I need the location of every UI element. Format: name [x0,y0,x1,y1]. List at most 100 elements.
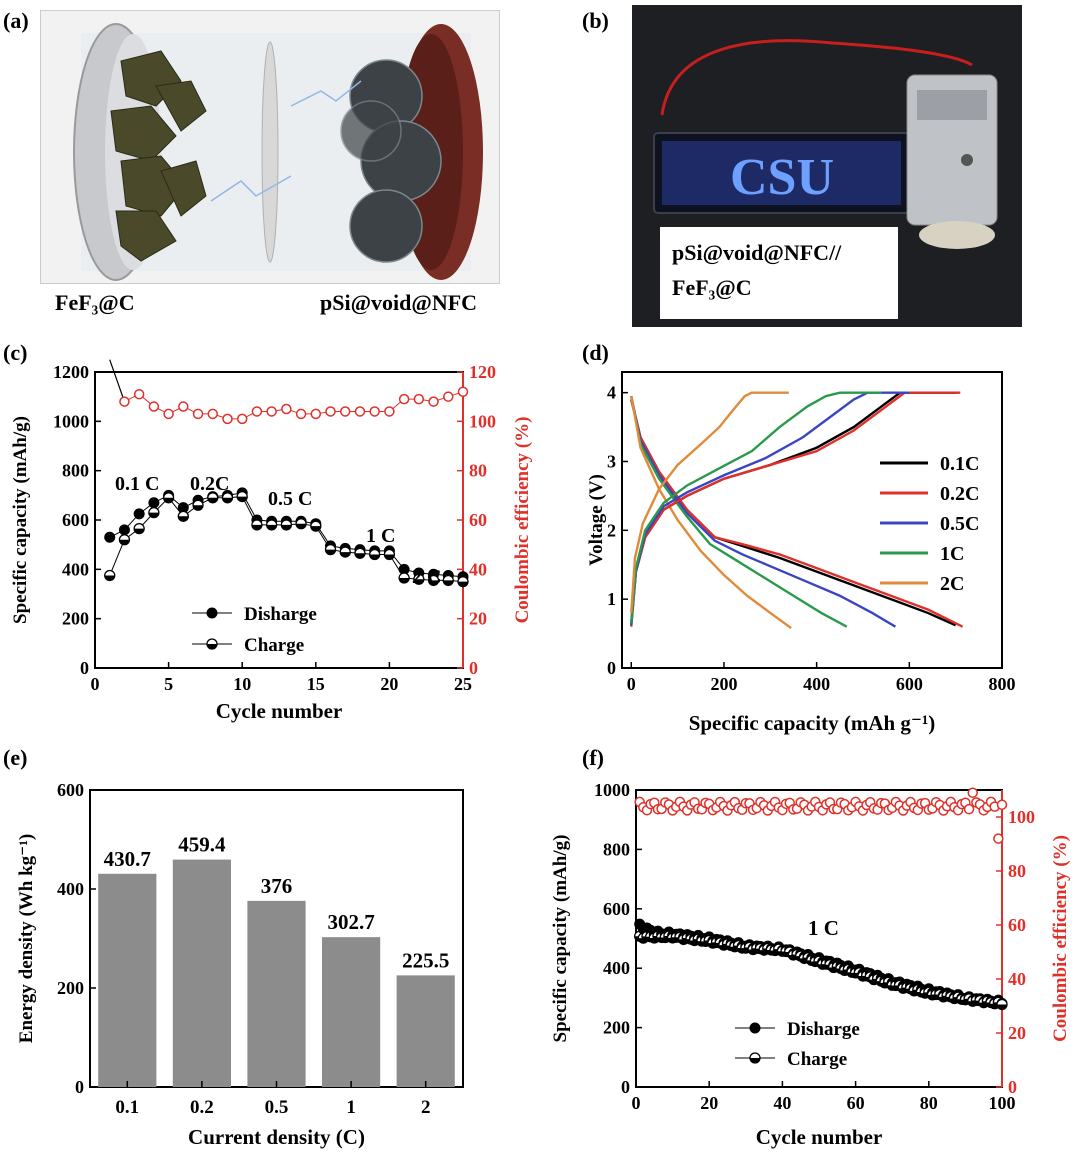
chart-f-charge-point-half [927,994,938,1000]
chart-c-charge-point-half [178,516,189,522]
chart-c-discharge-point [369,545,381,557]
chart-f-y2-ytick-label: 40 [1008,969,1026,989]
chart-f-xtick-label: 100 [989,1093,1016,1113]
chart-f-discharge-point [981,993,993,1005]
chart-d-frame [621,371,1003,669]
chart-f-discharge-point [945,989,957,1001]
chart-c-legend-discharge-marker [206,607,218,619]
chart-f-ytick-label: 800 [603,839,630,859]
chart-f-ce-point [671,801,682,813]
chart-f-ce-point [744,798,755,809]
chart-f-ce-point [641,804,653,816]
chart-f-charge-point-half [967,1001,978,1007]
chart-f-charge-point [736,942,748,954]
chart-c-charge-point [427,574,440,587]
chart-f-charge-point [718,939,730,951]
chart-f-charge-point [747,943,759,956]
chart-e-xtick-label: 0.2 [190,1097,214,1118]
chart-c-xtick-label: 0 [91,674,100,694]
chart-f-charge-point [842,963,854,976]
chart-f-charge-point [985,996,997,1009]
chart-f-discharge-point [743,939,755,951]
chart-e-value-label: 225.5 [402,948,449,972]
chart-f-charge-point [879,977,891,989]
chart-c-charge-point [207,492,219,504]
chart-f-ce-point [901,800,913,811]
chart-f-charge-point-half [704,940,715,946]
chart-f-ce-point [927,803,938,814]
chart-f-charge-point-half [810,961,821,967]
chart-f-discharge-point [667,930,679,942]
chart-f-discharge-point [879,974,891,986]
chart-f-discharge-point [985,995,997,1007]
chart-e-value-label: 376 [261,874,293,898]
chart-f-ce-point [777,804,788,816]
chart-f-ce-point [982,801,993,813]
chart-f-discharge-point [901,978,913,990]
chart-e-xlabel: Current density (C) [188,1125,365,1149]
chart-f-discharge-point [784,944,796,956]
chart-f-charge-point [696,935,708,947]
chart-f-charge-point [637,932,649,944]
chart-f-charge-point-half [817,964,828,970]
chart-f-ce-point [773,802,784,813]
chart-f-discharge-point [648,928,660,940]
chart-c-charge-line [109,496,464,583]
chart-e-value-label: 430.7 [104,847,151,871]
chart-f-charge-point-half [912,989,923,995]
chart-f-charge-point [981,995,994,1007]
chart-f-discharge-point [974,993,986,1005]
chart-f-ce-point [890,796,902,808]
chart-f-charge-point-half [909,990,920,996]
chart-c-ce-point [457,386,469,397]
chart-f-ytick-label: 1000 [594,780,630,800]
chart-d-curve-1C [630,395,848,628]
chart-f-ce-point [799,799,810,811]
chart-f-ce-point [949,801,960,813]
chart-f-discharge-point [722,935,733,947]
chart-c-ce-point [266,406,277,417]
chart-f-discharge-point [875,972,887,984]
chart-f-ce-point [795,797,806,808]
chart-d-legend-text: 0.1C [940,453,979,475]
chart-e-xtick-label: 2 [421,1097,431,1118]
chart-f-discharge-point [751,940,763,952]
chart-f-charge-point-half [905,988,916,994]
chart-f-legend-discharge-text: Disharge [787,1019,860,1040]
chart-f-ce-point [813,801,825,813]
chart-d-curve-0.2C [630,391,961,627]
chart-c-annotation: 2 C [412,566,441,588]
chart-f-ce-point [978,805,989,816]
chart-c-legend-charge-text: Charge [244,635,304,656]
chart-f-discharge-point [729,939,741,951]
chart-f-discharge-point [711,933,723,945]
chart-f-charge-point [956,993,968,1005]
chart-f-discharge-point [798,951,810,963]
chart-f-ce-point [945,796,957,808]
chart-c-ce-point [251,406,263,417]
chart-c-charge-point-half [251,524,262,530]
chart-f-charge-point [908,985,920,997]
chart-f-charge-point [762,942,774,955]
chart-c-charge-point [104,569,116,582]
chart-f-discharge-point [707,935,719,947]
chart-f-charge-point [996,998,1008,1011]
chart-f-charge-point [926,989,939,1001]
chart-c-ytick-label: 1000 [53,411,89,431]
chart-f-ce-point [857,805,869,816]
chart-f-ce-point [894,800,905,811]
chart-c-ytick-label: 1200 [53,362,89,382]
chart-f-charge-point-half [854,972,865,978]
chart-f-ce-point [846,801,858,813]
chart-f-discharge-point [868,971,880,983]
chart-f-charge-point [699,935,712,947]
chart-f-ce-point [879,798,891,809]
chart-f-charge-point-half [667,937,678,943]
chart-f-ce-point [663,799,675,810]
chart-c-discharge-point [339,542,351,554]
panel-label-c: (c) [3,340,28,365]
chart-c-xtick-label: 15 [307,674,325,694]
chart-e-xtick-label: 0.1 [115,1097,139,1118]
chart-f-ce-point [828,803,839,815]
chart-f-discharge-point [685,930,697,942]
